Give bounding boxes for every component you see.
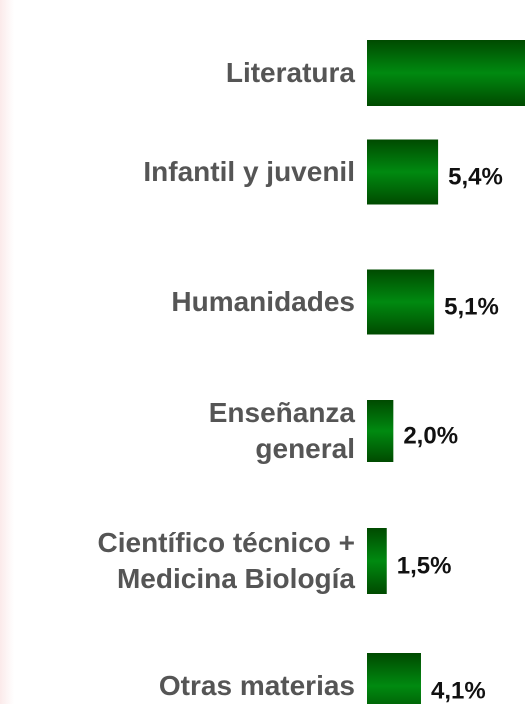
value-label: 1,5% [396,552,452,580]
category-label: Literatura [225,57,355,88]
bar [367,40,525,106]
category-label: Humanidades [171,286,355,317]
value-label: 5,4% [448,163,503,191]
category-label: Enseñanza general [208,397,355,464]
category-label: Científico técnico + Medicina Biología [97,527,356,594]
value-label: 2,0% [403,422,459,450]
bar [367,400,394,462]
value-label: 4,1% [430,677,486,704]
bar [367,269,435,335]
bar [367,528,387,594]
category-label: Infantil y juvenil [143,156,355,187]
category-label: Otras materias [158,670,355,701]
bar [367,653,421,704]
value-label: 5,1% [444,293,499,321]
bar [367,139,439,205]
